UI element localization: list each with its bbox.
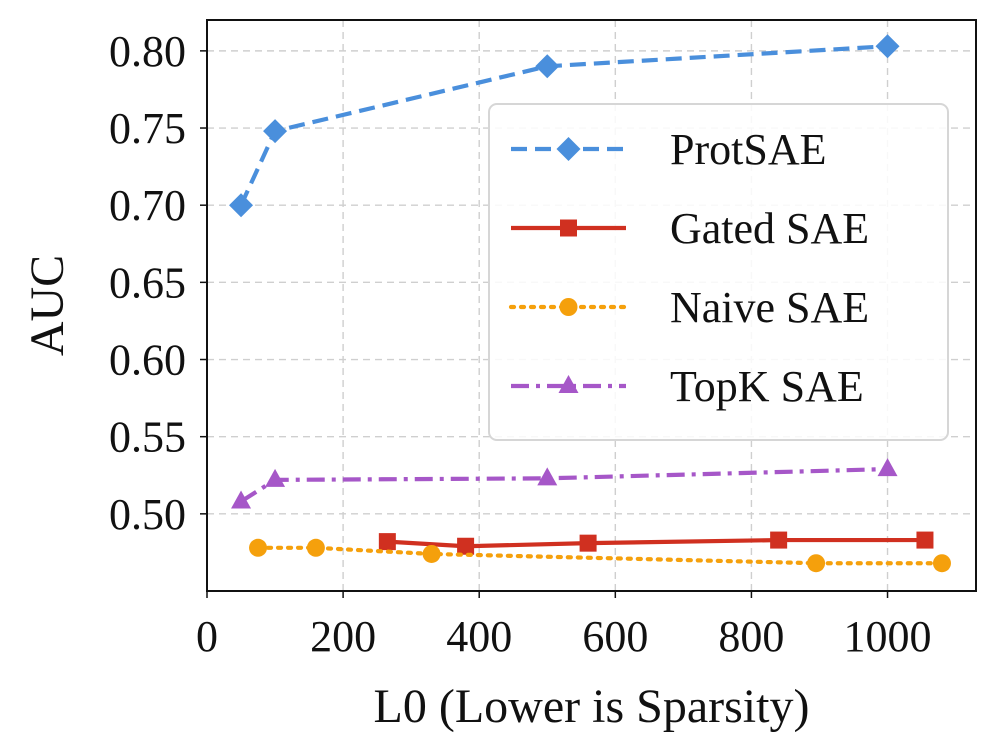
data-point-gated-sae xyxy=(378,533,396,551)
series-protsae xyxy=(229,34,900,218)
legend-marker-protsae xyxy=(556,137,581,161)
data-point-gated-sae xyxy=(579,534,597,552)
y-tick-label: 0.70 xyxy=(109,181,186,230)
legend-marker-naive-sae xyxy=(559,298,578,316)
data-point-topk-sae xyxy=(231,490,252,509)
series-topk-sae xyxy=(231,458,898,509)
x-tick-label: 800 xyxy=(718,612,784,661)
x-tick-label: 200 xyxy=(310,612,376,661)
data-point-topk-sae xyxy=(877,458,898,477)
series-gated-sae xyxy=(378,531,934,555)
data-point-naive-sae xyxy=(249,538,268,557)
data-point-naive-sae xyxy=(932,554,951,573)
data-point-protsae xyxy=(229,193,254,218)
y-tick-label: 0.50 xyxy=(109,490,186,539)
data-point-protsae xyxy=(875,34,900,59)
series-line-naive-sae xyxy=(255,545,945,566)
plot-series xyxy=(229,34,951,573)
plot-frame xyxy=(206,19,977,592)
y-tick-label: 0.80 xyxy=(109,27,186,76)
y-tick-label: 0.55 xyxy=(109,413,186,462)
data-point-gated-sae xyxy=(457,537,475,555)
series-line-topk-sae xyxy=(239,466,888,504)
data-point-gated-sae xyxy=(916,531,934,549)
y-tick-label: 0.65 xyxy=(109,258,186,307)
legend-entry-protsae: ProtSAE xyxy=(511,125,826,174)
legend-box xyxy=(488,103,949,441)
axis-ticks: 0 200 400 600 800 1000 0.50 0.55 0.60 0.65 0.70 0.7… xyxy=(109,27,932,661)
x-tick-label: 1000 xyxy=(844,612,932,661)
legend-entry-topk-sae: TopK SAE xyxy=(511,362,864,411)
data-point-naive-sae xyxy=(422,544,441,563)
data-point-gated-sae xyxy=(770,531,788,549)
legend-label-gated-sae: Gated SAE xyxy=(670,204,869,253)
data-point-topk-sae xyxy=(265,468,286,487)
x-tick-label: 400 xyxy=(446,612,512,661)
legend-marker-topk-sae xyxy=(558,375,579,393)
data-point-naive-sae xyxy=(807,554,826,573)
x-tick-label: 600 xyxy=(582,612,648,661)
legend: ProtSAE Gated SAE Naive SAE TopK SAE xyxy=(488,103,949,441)
y-tick-label: 0.75 xyxy=(109,104,186,153)
legend-label-protsae: ProtSAE xyxy=(670,125,826,174)
series-naive-sae xyxy=(249,538,951,573)
legend-marker-gated-sae xyxy=(560,219,577,237)
y-axis-title: AUC xyxy=(21,255,74,356)
data-point-protsae xyxy=(263,119,288,144)
x-tick-label: 0 xyxy=(196,612,218,661)
legend-entry-naive-sae: Naive SAE xyxy=(508,283,869,332)
legend-label-topk-sae: TopK SAE xyxy=(670,362,864,411)
legend-entry-gated-sae: Gated SAE xyxy=(511,204,869,253)
series-line-protsae xyxy=(239,44,888,207)
data-point-protsae xyxy=(535,54,560,79)
legend-label-naive-sae: Naive SAE xyxy=(670,283,869,332)
data-point-topk-sae xyxy=(537,467,558,486)
data-point-naive-sae xyxy=(306,538,325,557)
y-tick-label: 0.60 xyxy=(109,336,186,385)
x-axis-title: L0 (Lower is Sparsity) xyxy=(374,680,810,733)
